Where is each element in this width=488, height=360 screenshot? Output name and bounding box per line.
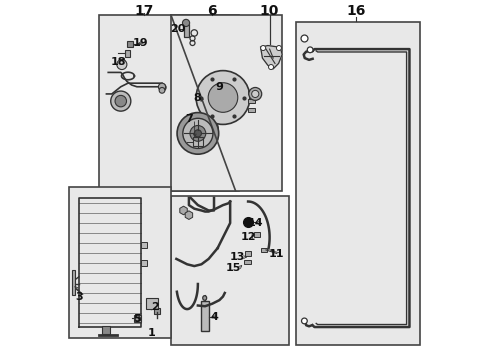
Bar <box>183 24 188 37</box>
Circle shape <box>248 87 261 100</box>
Bar <box>247 108 254 112</box>
Bar <box>244 251 251 256</box>
Circle shape <box>208 83 237 112</box>
Bar <box>99 15 239 191</box>
Text: 2: 2 <box>151 302 159 312</box>
Bar <box>140 242 147 248</box>
Text: 16: 16 <box>346 4 365 18</box>
Text: 5: 5 <box>133 314 141 324</box>
Circle shape <box>306 47 312 53</box>
Circle shape <box>159 87 164 93</box>
Circle shape <box>185 114 218 146</box>
Circle shape <box>301 318 306 324</box>
Text: 6: 6 <box>207 4 217 18</box>
Bar <box>247 99 254 103</box>
Circle shape <box>260 45 265 50</box>
Circle shape <box>196 125 207 135</box>
Circle shape <box>268 64 273 69</box>
Circle shape <box>182 19 189 27</box>
Circle shape <box>276 45 281 50</box>
Circle shape <box>177 113 218 154</box>
Text: 8: 8 <box>193 93 201 103</box>
Circle shape <box>194 130 201 137</box>
Circle shape <box>251 90 258 98</box>
Text: 18: 18 <box>110 57 126 67</box>
Text: 19: 19 <box>132 38 148 48</box>
Bar <box>192 137 203 146</box>
Text: 11: 11 <box>268 248 284 258</box>
Bar <box>244 260 250 264</box>
Circle shape <box>117 59 126 69</box>
Circle shape <box>158 83 165 90</box>
Bar <box>171 15 282 191</box>
Bar <box>296 22 419 345</box>
Text: 4: 4 <box>210 312 218 322</box>
Circle shape <box>110 91 131 111</box>
Circle shape <box>196 71 249 125</box>
Circle shape <box>115 95 126 107</box>
Text: 3: 3 <box>76 292 83 302</box>
Bar <box>247 90 254 94</box>
Text: 20: 20 <box>170 24 185 35</box>
Bar <box>125 50 129 57</box>
Bar <box>261 248 267 252</box>
Text: 15: 15 <box>225 263 241 273</box>
Text: 17: 17 <box>134 4 153 18</box>
Text: 9: 9 <box>215 82 223 92</box>
Polygon shape <box>260 45 282 69</box>
Text: 7: 7 <box>184 114 192 124</box>
Bar <box>171 196 289 345</box>
Circle shape <box>183 118 212 148</box>
Bar <box>134 315 141 321</box>
Text: 10: 10 <box>260 4 279 18</box>
Ellipse shape <box>203 296 206 300</box>
Bar <box>69 187 171 338</box>
Circle shape <box>190 126 205 141</box>
Bar <box>201 301 208 331</box>
Bar <box>253 232 260 237</box>
Bar <box>140 260 147 266</box>
Bar <box>72 270 75 296</box>
Text: 1: 1 <box>147 328 155 338</box>
Text: 12: 12 <box>240 232 255 242</box>
Text: 14: 14 <box>247 218 263 228</box>
Text: 13: 13 <box>229 252 244 262</box>
Bar <box>145 298 158 309</box>
